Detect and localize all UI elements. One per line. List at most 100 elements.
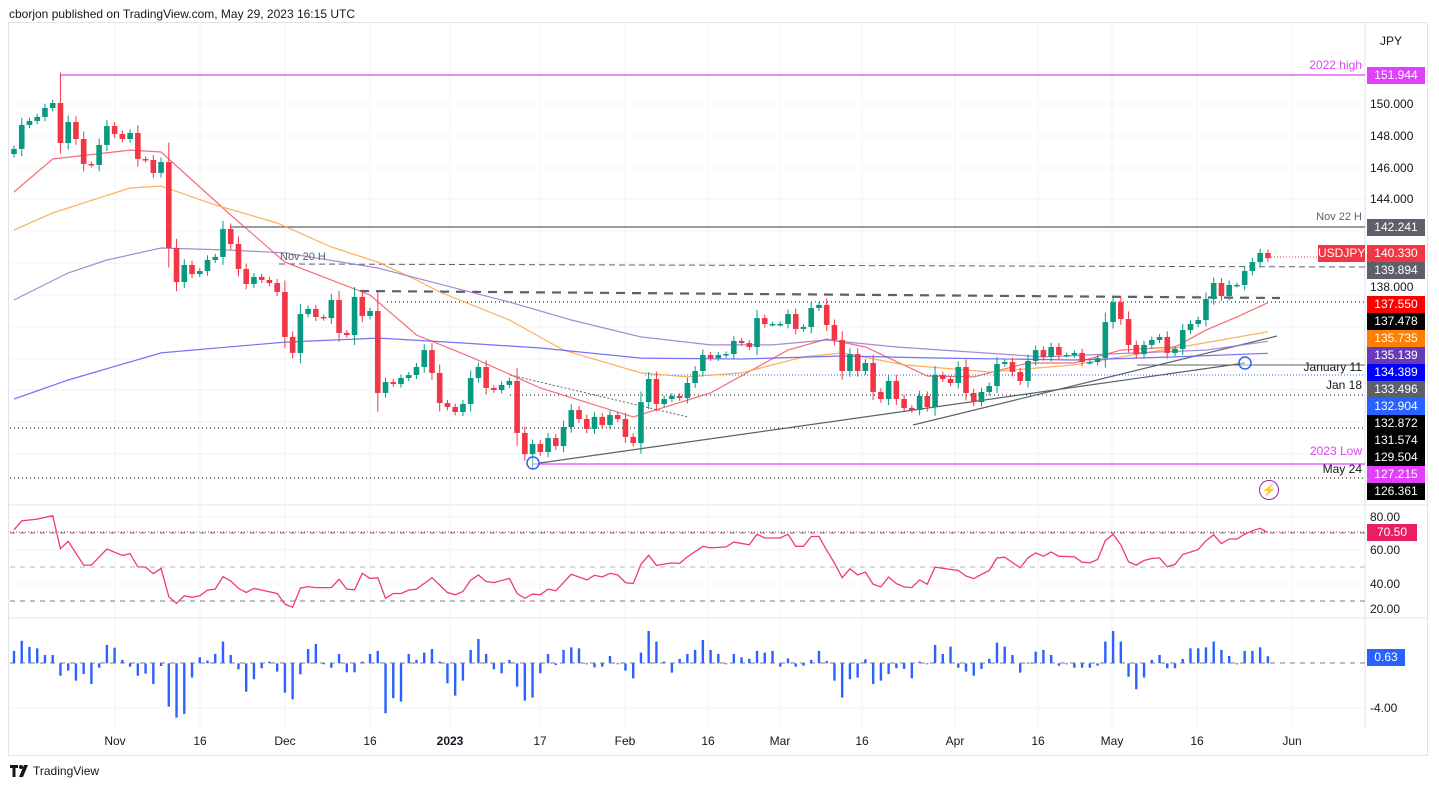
- candle-down: [189, 264, 195, 275]
- label-2022-high: 2022 high: [1309, 58, 1362, 72]
- lightning-icon[interactable]: ⚡: [1259, 480, 1279, 500]
- candle-up: [351, 296, 358, 336]
- candle-down: [235, 243, 242, 269]
- trendline-support-1: [539, 362, 1246, 464]
- macd-bar: [306, 649, 310, 664]
- candle-down: [243, 268, 249, 284]
- candle-up: [700, 355, 706, 372]
- time-tick: 16: [1190, 734, 1204, 748]
- moving-average-line: [13, 247, 1268, 358]
- price-tag: 142.241: [1367, 219, 1425, 236]
- candle-down: [258, 276, 265, 280]
- candle-down: [676, 395, 683, 399]
- macd-bar: [82, 663, 85, 674]
- time-tick: 16: [363, 734, 377, 748]
- anchor-circle-january-11[interactable]: [1238, 356, 1252, 370]
- time-tick: Feb: [614, 734, 636, 748]
- macd-tick: -4.00: [1370, 701, 1398, 715]
- candle-down: [761, 318, 768, 324]
- price-tag: 133.496: [1367, 381, 1425, 398]
- macd-bar: [508, 659, 511, 664]
- candle-up: [916, 395, 923, 411]
- macd-bar: [817, 650, 821, 664]
- macd-bar: [887, 663, 890, 674]
- candle-up: [212, 256, 219, 260]
- candle-up: [42, 107, 48, 117]
- candle-up: [955, 367, 962, 384]
- moving-average-line: [13, 149, 1269, 418]
- macd-bar: [585, 663, 588, 665]
- candle-up: [529, 443, 536, 455]
- price-tag: 137.478: [1367, 313, 1425, 330]
- macd-bar: [593, 663, 596, 668]
- macd-bar: [190, 663, 194, 678]
- candle-up: [104, 126, 110, 145]
- macd-bar: [51, 654, 54, 664]
- macd-bar: [840, 663, 844, 698]
- candle-down: [80, 139, 87, 164]
- candle-down: [537, 443, 544, 452]
- macd-bar: [972, 663, 975, 676]
- label-nov20-high: Nov 20 H: [280, 251, 326, 263]
- label-jan-18: Jan 18: [1325, 378, 1362, 392]
- macd-bar: [1243, 650, 1246, 664]
- macd-bar: [779, 663, 782, 667]
- macd-bar: [484, 653, 488, 664]
- candle-down: [142, 159, 149, 161]
- label-nov22-high: Nov 22 H: [1316, 211, 1362, 223]
- macd-bar: [345, 663, 349, 673]
- macd-bar: [655, 641, 658, 664]
- candle-down: [1164, 336, 1171, 353]
- macd-bar: [554, 663, 557, 665]
- candle-down: [320, 316, 327, 319]
- candle-up: [800, 327, 807, 329]
- macd-bar: [500, 663, 503, 674]
- macd-bar: [1111, 631, 1115, 664]
- candle-up: [181, 264, 188, 283]
- macd-bar: [871, 663, 875, 684]
- footer-brand: TradingView: [33, 764, 100, 778]
- candle-up: [731, 340, 737, 355]
- candle-down: [1218, 283, 1225, 296]
- candle-up: [460, 403, 466, 412]
- candle-up: [1110, 302, 1116, 323]
- candle-up: [885, 380, 892, 400]
- candle-down: [289, 336, 296, 353]
- macd-bar: [949, 646, 952, 664]
- macd-bar: [539, 663, 542, 674]
- candle-down: [1133, 344, 1140, 355]
- macd-bar: [268, 661, 271, 664]
- price-tag: 126.361: [1367, 483, 1425, 500]
- candles: [11, 72, 1271, 469]
- candle-down: [452, 407, 458, 412]
- candle-down: [374, 311, 381, 393]
- time-tick: 2023: [436, 734, 464, 748]
- macd-bar: [732, 653, 736, 664]
- macd-bar: [1158, 654, 1161, 664]
- price-tag: 137.550: [1367, 296, 1425, 313]
- candle-up: [305, 308, 311, 315]
- macd-bar: [740, 657, 743, 664]
- candle-down: [390, 382, 397, 384]
- macd-bar: [1166, 663, 1169, 669]
- macd-bar: [926, 663, 929, 665]
- macd-bar: [430, 649, 434, 664]
- label-2023-low: 2023 Low: [1309, 444, 1362, 458]
- macd-bar: [415, 659, 418, 664]
- macd-bar: [693, 649, 697, 664]
- price-tag: 151.944: [1367, 67, 1425, 84]
- macd-bar: [74, 663, 78, 681]
- time-tick: 16: [855, 734, 869, 748]
- macd-bar: [616, 663, 619, 665]
- candle-up: [661, 399, 667, 404]
- publisher-byline: cborjon published on TradingView.com, Ma…: [9, 7, 355, 21]
- currency-label: JPY: [1380, 34, 1403, 48]
- candle-up: [467, 378, 474, 404]
- macd-bar: [802, 663, 805, 666]
- candle-down: [622, 419, 629, 437]
- macd-bar: [577, 648, 581, 664]
- macd-bar: [1011, 654, 1014, 664]
- anchor-circle-2023-low[interactable]: [526, 456, 540, 470]
- macd-bar: [167, 663, 170, 707]
